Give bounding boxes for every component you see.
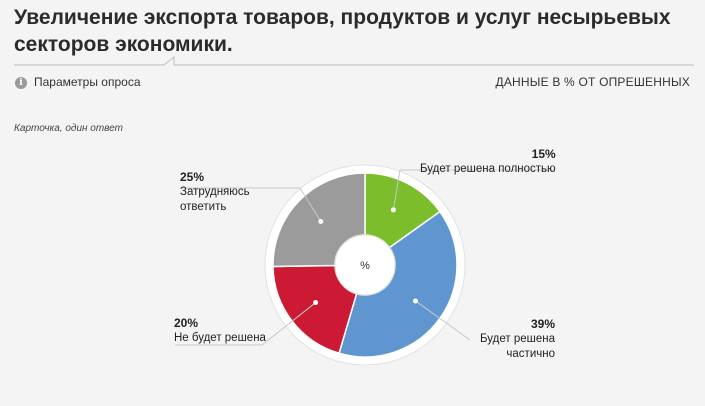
- category-label: Затрудняюсь ответить: [180, 186, 250, 213]
- leader-dot-0: [390, 207, 396, 213]
- label-not-solved: 20% Не будет решена: [174, 316, 266, 346]
- value-label: 25%: [180, 170, 205, 184]
- label-fully-solved: 15% Будет решена полностью: [420, 147, 556, 177]
- label-partially-solved: 39% Будет решена частично: [480, 317, 555, 362]
- value-label: 20%: [174, 316, 199, 330]
- category-label: Будет решена частично: [479, 333, 555, 360]
- info-icon[interactable]: i: [15, 77, 27, 89]
- card-note: Карточка, один ответ: [14, 123, 123, 134]
- leader-line-1: [415, 300, 471, 341]
- leader-line-2: [175, 302, 316, 346]
- value-label: 39%: [530, 317, 555, 331]
- center-percent-label: %: [360, 260, 370, 272]
- page-title: Увеличение экспорта товаров, продуктов и…: [14, 6, 671, 56]
- category-label: Не будет решена: [174, 332, 266, 344]
- leader-line-3: [180, 187, 322, 222]
- leader-dot-3: [318, 219, 324, 225]
- label-hard-to-answer: 25% Затрудняюсь ответить: [180, 170, 250, 215]
- chart-center-hole: [334, 234, 396, 296]
- units-label: ДАННЫЕ В % ОТ ОПРЕШЕННЫХ: [495, 75, 690, 89]
- survey-params-link[interactable]: Параметры опроса: [34, 75, 141, 89]
- category-label: Будет решена полностью: [420, 163, 556, 175]
- leader-dot-1: [413, 298, 419, 304]
- value-label: 15%: [531, 147, 556, 161]
- leader-line-0: [392, 169, 555, 210]
- leader-dot-2: [313, 300, 319, 306]
